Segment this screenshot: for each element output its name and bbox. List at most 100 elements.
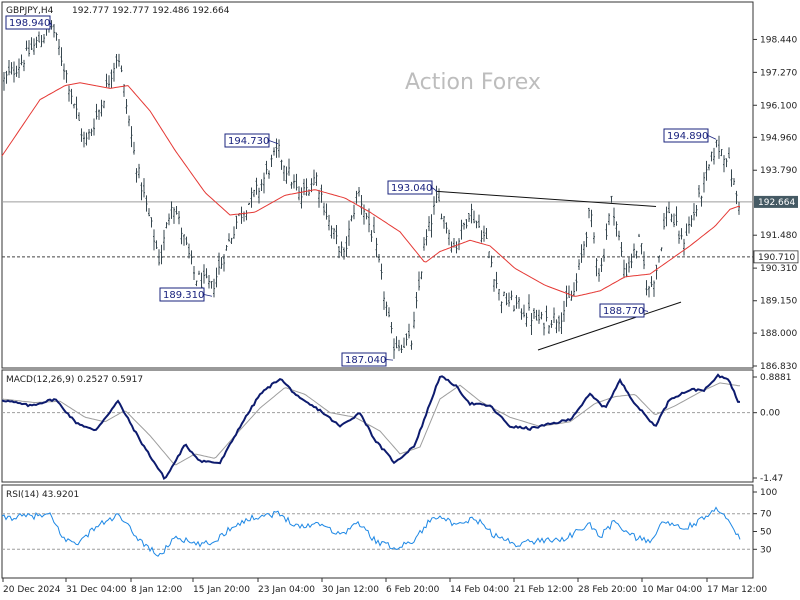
price-bar: [128, 115, 130, 127]
price-bar: [280, 159, 283, 170]
price-bar: [475, 220, 478, 229]
price-bar: [675, 206, 678, 226]
price-callout: 189.310: [159, 287, 213, 302]
price-bar: [533, 308, 535, 319]
price-bar: [700, 195, 703, 207]
svg-text:190.710: 190.710: [758, 253, 795, 263]
svg-text:23 Jan 04:00: 23 Jan 04:00: [258, 585, 315, 595]
price-bar: [550, 320, 553, 328]
price-bar: [163, 229, 165, 251]
price-bar: [498, 289, 500, 301]
price-bar: [70, 88, 73, 105]
price-bar: [73, 103, 75, 109]
price-bar: [155, 240, 158, 250]
price-bar: [218, 252, 220, 275]
price-bar: [293, 174, 295, 189]
time-axis-tick: 23 Jan 04:00: [257, 578, 315, 595]
rsi-panel-frame: [1, 484, 754, 579]
price-bar: [43, 33, 45, 44]
price-bar: [368, 208, 370, 233]
svg-text:194.890: 194.890: [667, 131, 708, 142]
price-bar: [225, 245, 228, 251]
price-bar: [423, 237, 425, 251]
price-bar: [378, 253, 380, 263]
price-bar: [568, 285, 570, 298]
price-bar: [400, 344, 403, 354]
price-bar: [610, 195, 613, 203]
price-bar: [583, 241, 585, 256]
price-bar: [603, 248, 605, 262]
price-bar: [688, 216, 690, 234]
rsi-axis-tick: 30: [753, 545, 772, 555]
price-bar: [210, 280, 213, 289]
price-bar: [235, 215, 238, 230]
price-bar: [465, 219, 468, 229]
price-bar: [323, 202, 325, 216]
price-bar: [650, 276, 653, 288]
time-axis-tick: 31 Dec 04:00: [65, 578, 127, 595]
price-bar: [15, 65, 18, 77]
time-axis-tick: 21 Feb 12:00: [513, 578, 573, 595]
svg-text:28 Feb 20:00: 28 Feb 20:00: [578, 585, 637, 595]
trendline-2: [537, 301, 682, 351]
svg-text:30 Jan 12:00: 30 Jan 12:00: [322, 585, 379, 595]
price-bar: [695, 205, 698, 217]
svg-text:6 Feb 20:00: 6 Feb 20:00: [386, 585, 440, 595]
price-bar: [483, 225, 485, 242]
svg-text:70: 70: [760, 510, 772, 520]
svg-text:0.00: 0.00: [760, 409, 780, 419]
svg-text:8 Jan 12:00: 8 Jan 12:00: [131, 585, 183, 595]
price-bar: [720, 149, 723, 157]
svg-text:14 Feb 04:00: 14 Feb 04:00: [450, 585, 509, 595]
price-bar: [670, 213, 673, 223]
price-axis-tick: 189.150: [753, 297, 797, 307]
price-bar: [723, 155, 725, 173]
price-bar: [158, 249, 160, 266]
price-bar: [288, 158, 290, 176]
price-bar: [240, 206, 243, 224]
price-bar: [318, 189, 320, 208]
price-bar: [540, 311, 543, 320]
price-bar: [228, 233, 230, 242]
price-bar: [690, 215, 693, 227]
price-bar: [358, 186, 360, 197]
price-bar: [545, 305, 548, 322]
price-bar: [525, 312, 528, 327]
price-bars: [3, 20, 740, 359]
svg-text:189.310: 189.310: [163, 290, 204, 301]
price-bar: [635, 250, 638, 259]
watermark: Action Forex: [405, 70, 541, 95]
price-bar: [580, 244, 583, 263]
price-bar: [268, 170, 270, 179]
price-bar: [273, 147, 275, 156]
price-bar: [703, 172, 705, 193]
symbol-label: GBPJPY,H4: [6, 6, 54, 16]
price-bar: [135, 168, 138, 183]
price-bar: [170, 201, 173, 219]
price-bar: [388, 307, 390, 318]
price-bar: [140, 182, 143, 201]
price-axis-tick: 190.310: [753, 264, 797, 274]
price-bar: [313, 169, 315, 186]
price-bar: [555, 319, 558, 334]
price-bar: [103, 100, 105, 109]
price-bar: [55, 32, 58, 41]
price-bar: [58, 39, 60, 56]
price-bar: [108, 75, 110, 88]
price-bar: [250, 187, 253, 208]
price-bar: [90, 128, 93, 137]
price-bar: [120, 65, 123, 73]
price-bar: [130, 126, 133, 148]
price-bar: [133, 141, 135, 155]
price-bar: [665, 206, 668, 227]
price-bar: [633, 243, 635, 258]
price-bar: [708, 164, 710, 171]
price-bar: [698, 184, 700, 198]
price-bar: [503, 291, 505, 297]
svg-text:197.270: 197.270: [760, 68, 797, 78]
price-bar: [330, 225, 333, 239]
price-axis-tick: 196.100: [753, 101, 797, 111]
price-bar: [65, 70, 68, 83]
price-bar: [715, 139, 718, 148]
price-bar: [380, 263, 383, 280]
